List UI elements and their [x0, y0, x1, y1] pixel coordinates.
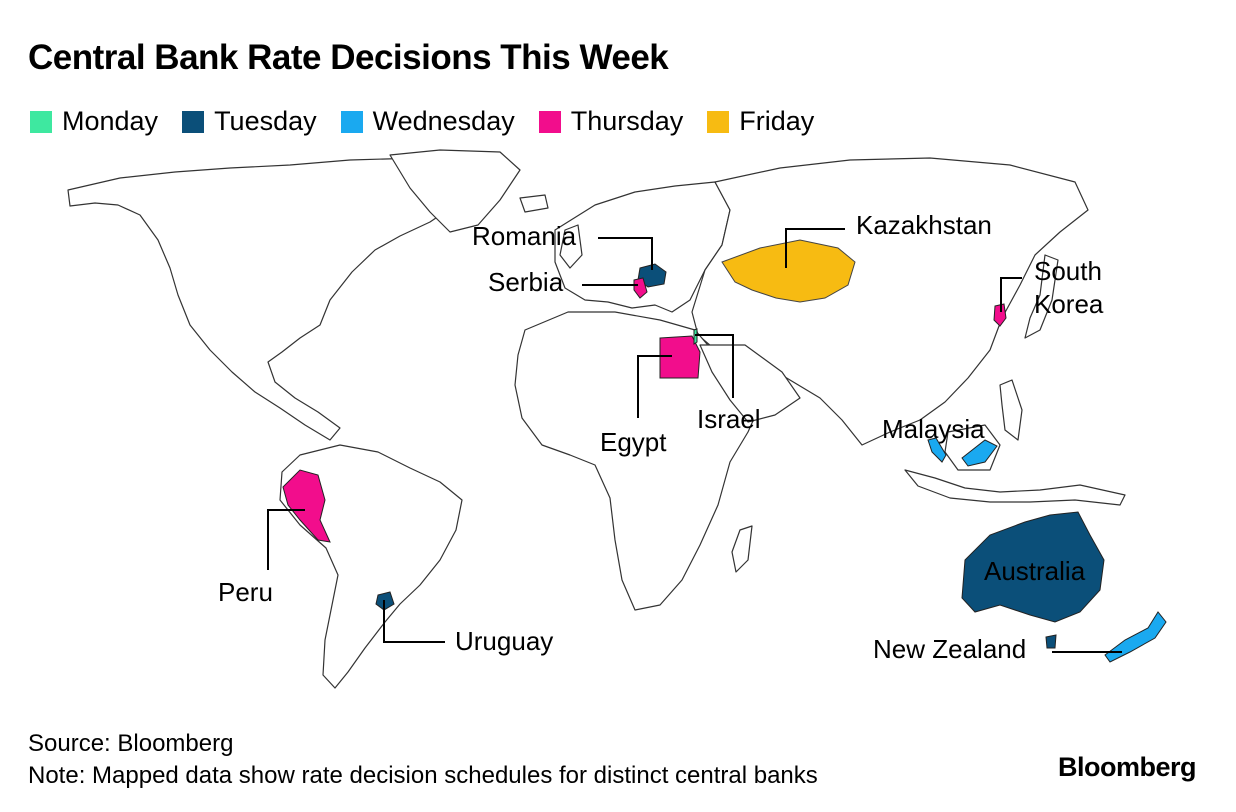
- legend-label-thursday: Thursday: [570, 106, 684, 136]
- continents: [67, 149, 1126, 689]
- south-america: [279, 444, 463, 689]
- new-zealand-region: [1104, 611, 1167, 663]
- south-korea-region: [993, 303, 1007, 327]
- footnote: Note: Mapped data show rate decision sch…: [28, 762, 818, 789]
- legend-swatch-thursday: [538, 110, 561, 133]
- legend-swatch-tuesday: [182, 110, 205, 133]
- leader-egypt: [637, 355, 672, 418]
- malaysia-region-borneo: [961, 439, 998, 467]
- leader-israel: [695, 334, 734, 398]
- uk: [559, 224, 583, 269]
- australia-region: [961, 511, 1105, 623]
- label-new-zealand: New Zealand: [873, 634, 1026, 664]
- legend-label-monday: Monday: [62, 106, 159, 136]
- label-malaysia: Malaysia: [882, 414, 985, 444]
- label-israel: Israel: [697, 404, 761, 434]
- source-note: Source: Bloomberg: [28, 730, 234, 757]
- legend-swatch-monday: [30, 110, 52, 133]
- label-kazakhstan: Kazakhstan: [856, 210, 992, 240]
- leader-lines: [267, 228, 1122, 653]
- chart-title: Central Bank Rate Decisions This Week: [28, 38, 669, 77]
- peru-region: [282, 469, 331, 543]
- label-australia: Australia: [984, 556, 1086, 586]
- legend: Monday Tuesday Wednesday Thursday Friday: [30, 106, 814, 137]
- world-map: Romania Serbia Kazakhstan South Korea Is…: [67, 149, 1167, 689]
- label-egypt: Egypt: [600, 427, 667, 457]
- legend-item-thursday: Thursday: [538, 106, 684, 137]
- label-uruguay: Uruguay: [455, 626, 553, 656]
- legend-item-wednesday: Wednesday: [340, 106, 515, 137]
- madagascar: [731, 525, 753, 573]
- legend-label-friday: Friday: [739, 106, 815, 136]
- leader-south-korea: [1000, 277, 1022, 312]
- bloomberg-logo: Bloomberg: [1057, 752, 1197, 782]
- label-peru: Peru: [218, 577, 273, 607]
- legend-swatch-wednesday: [340, 110, 363, 133]
- legend-label-tuesday: Tuesday: [214, 106, 317, 136]
- greenland: [389, 149, 521, 233]
- iceland: [519, 194, 549, 213]
- tasmania-region: [1045, 634, 1057, 649]
- legend-item-friday: Friday: [707, 106, 814, 137]
- japan: [1024, 254, 1059, 339]
- legend-swatch-friday: [707, 110, 730, 133]
- egypt-region: [659, 335, 701, 379]
- label-serbia: Serbia: [488, 267, 564, 297]
- serbia-region: [633, 277, 648, 299]
- leader-romania: [598, 237, 653, 270]
- map-labels: Romania Serbia Kazakhstan South Korea Is…: [218, 210, 1104, 664]
- label-south-korea-line1: South: [1034, 256, 1102, 286]
- north-america: [67, 157, 471, 441]
- leader-peru: [267, 509, 305, 570]
- leader-kazakhstan: [785, 228, 845, 268]
- legend-item-tuesday: Tuesday: [182, 106, 317, 137]
- leader-uruguay: [383, 600, 445, 643]
- philippines: [999, 379, 1023, 441]
- legend-item-monday: Monday: [30, 106, 158, 137]
- label-romania: Romania: [472, 221, 577, 251]
- europe: [554, 181, 731, 313]
- kazakhstan-region: [721, 239, 856, 303]
- label-south-korea-line2: Korea: [1034, 289, 1104, 319]
- arabia: [699, 344, 801, 423]
- israel-region: [693, 328, 698, 345]
- malaysia-region-peninsula: [927, 437, 947, 463]
- legend-label-wednesday: Wednesday: [372, 106, 515, 136]
- highlighted-countries: [282, 239, 1167, 663]
- indonesia: [904, 469, 1126, 506]
